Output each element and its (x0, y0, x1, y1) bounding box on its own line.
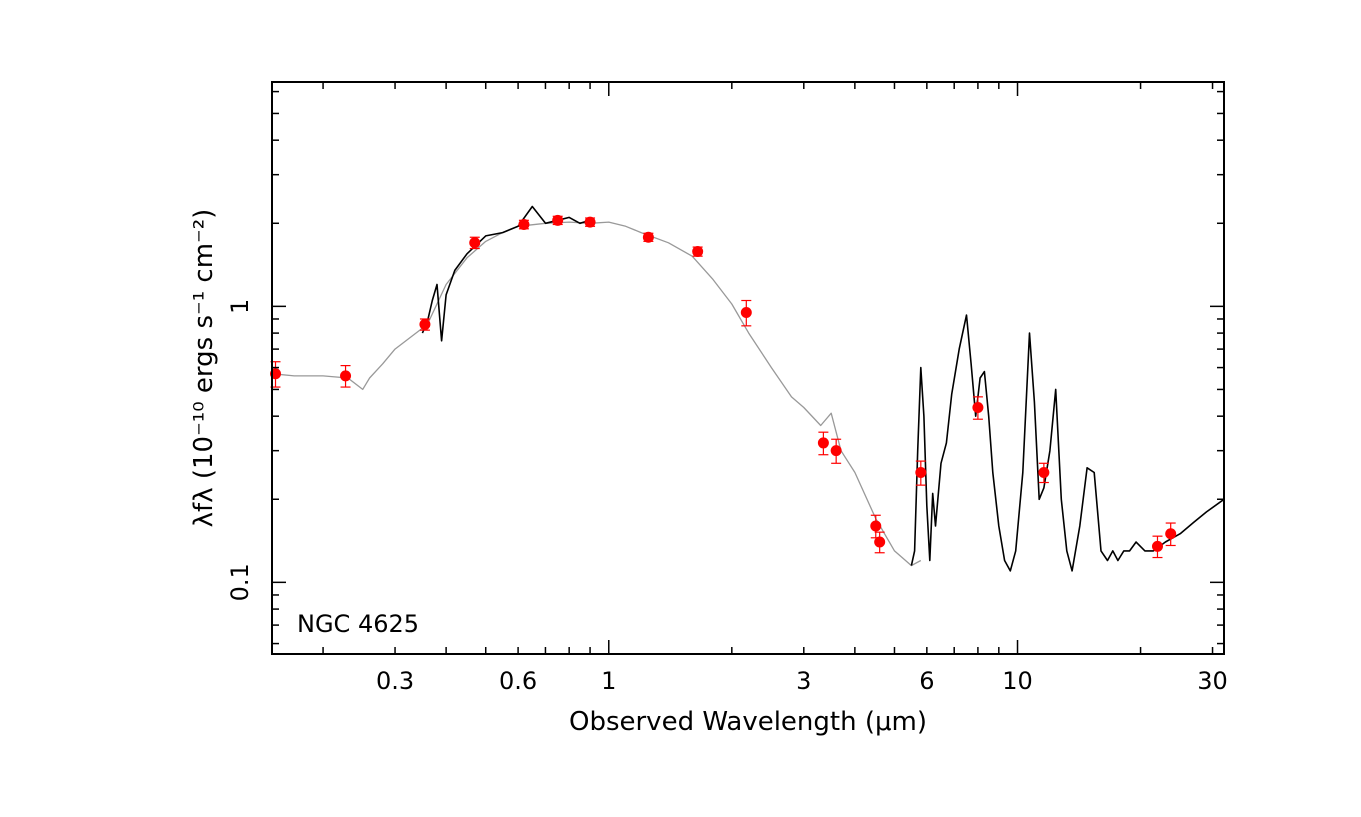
photometry-point (1165, 528, 1177, 540)
x-tick-label: 10 (1002, 667, 1033, 695)
photometry-point (518, 218, 530, 230)
photometry-point (692, 246, 704, 258)
series-layer (271, 205, 1225, 572)
x-tick-label: 1 (601, 667, 616, 695)
photometry-point (1151, 540, 1163, 552)
photometry-layer (270, 214, 1177, 559)
tick-labels-layer: 0.3 0.6 1 3 6 10 30 0.1 1 (226, 299, 1228, 695)
photometry-point (584, 216, 596, 228)
photometry-point (552, 214, 564, 226)
x-tick-label: 30 (1197, 667, 1228, 695)
photometry-point (419, 318, 431, 330)
photometry-point (870, 520, 882, 532)
photometry-point (1038, 467, 1050, 479)
y-tick-label: 0.1 (226, 563, 254, 601)
x-tick-label: 6 (919, 667, 934, 695)
x-axis-title: Observed Wavelength (μm) (569, 707, 927, 737)
photometry-point (972, 402, 984, 414)
photometry-point (915, 467, 927, 479)
photometry-point (740, 307, 752, 319)
photometry-point (340, 370, 352, 382)
observed-spectrum-line (421, 205, 591, 342)
photometry-point (830, 445, 842, 457)
x-tick-label: 0.3 (376, 667, 414, 695)
ticks-layer (272, 82, 1224, 654)
template-sed-line (271, 221, 922, 567)
photometry-point (817, 437, 829, 449)
photometry-point (874, 536, 886, 548)
plot-frame (271, 81, 1225, 655)
galaxy-name-annotation: NGC 4625 (297, 610, 419, 638)
photometry-point (469, 237, 481, 249)
photometry-point (642, 231, 654, 243)
x-tick-label: 3 (796, 667, 811, 695)
y-axis-title: λfλ (10⁻¹⁰ ergs s⁻¹ cm⁻²) (189, 209, 219, 528)
x-tick-label: 0.6 (499, 667, 537, 695)
y-tick-label: 1 (226, 299, 254, 314)
observed-spectrum-line (910, 314, 1225, 572)
